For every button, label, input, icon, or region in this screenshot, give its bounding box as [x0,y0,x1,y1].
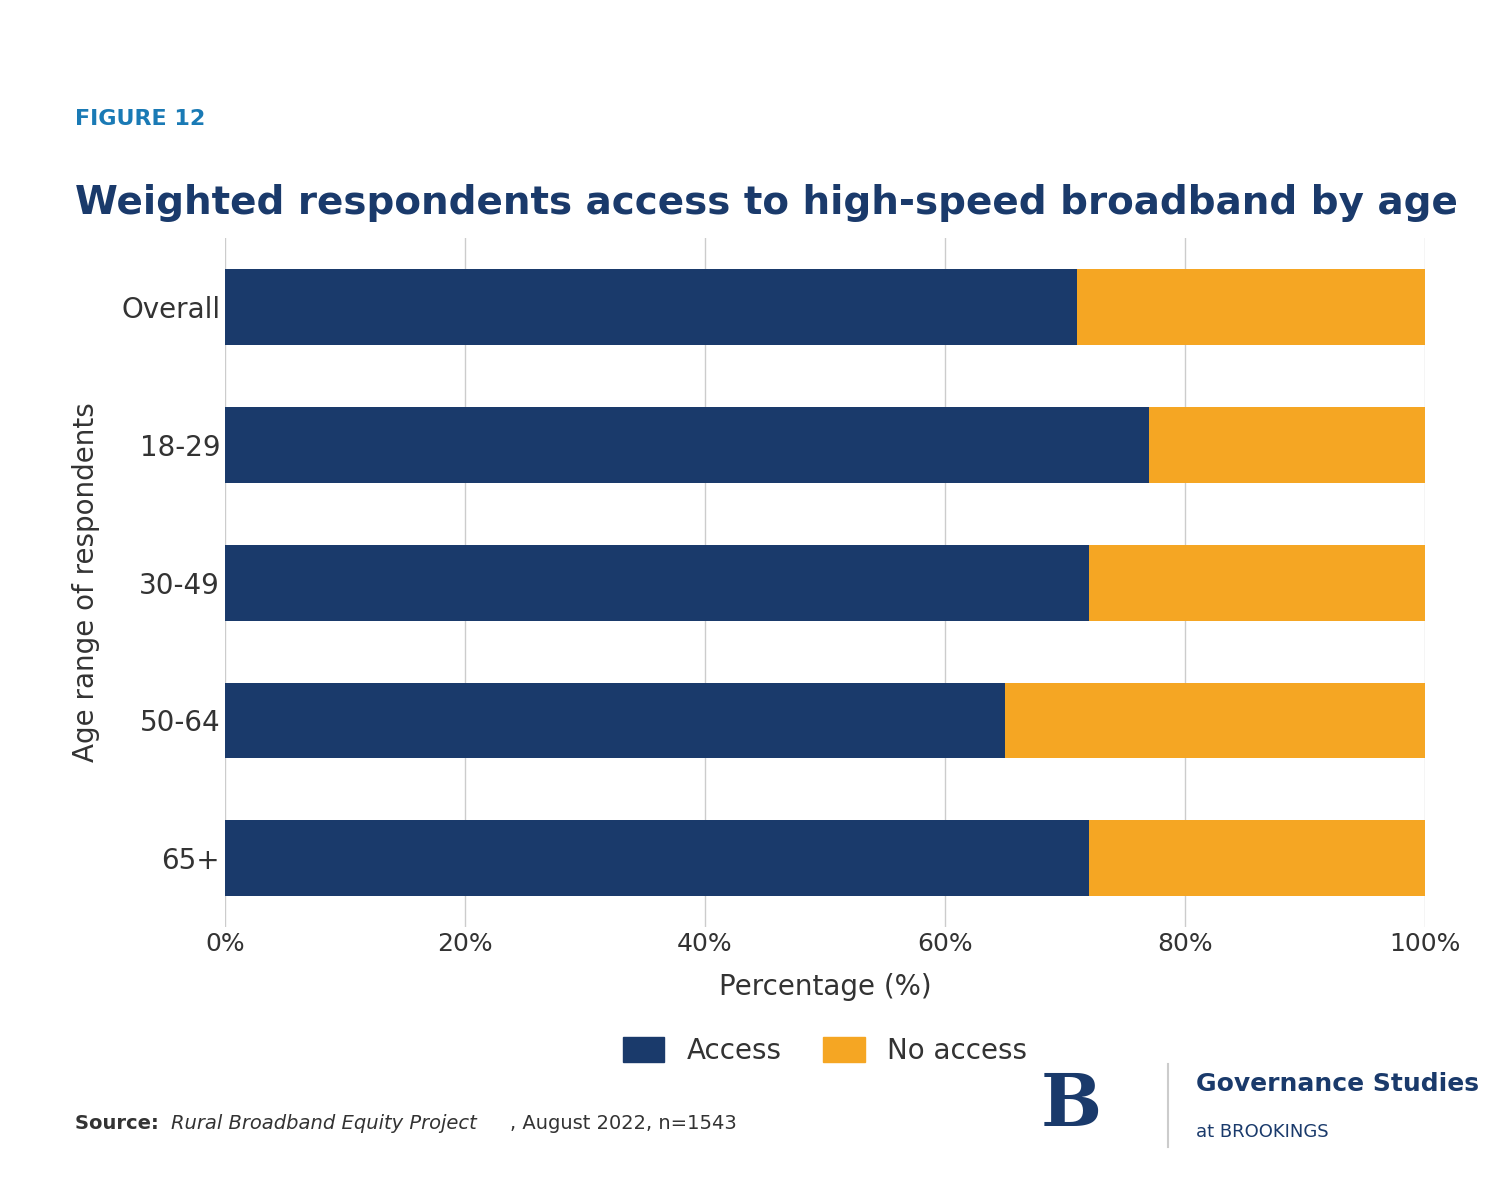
Bar [225,407,1149,483]
Text: FIGURE 12: FIGURE 12 [75,109,206,128]
Text: , August 2022, n=1543: , August 2022, n=1543 [510,1114,736,1133]
Text: Rural Broadband Equity Project: Rural Broadband Equity Project [171,1114,477,1133]
Text: B: B [1041,1070,1101,1141]
Bar [225,682,1005,759]
Bar [1089,545,1425,621]
X-axis label: Percentage (%): Percentage (%) [718,973,932,1001]
Bar [1149,407,1425,483]
Y-axis label: Age range of respondents: Age range of respondents [72,403,100,762]
Bar [1077,269,1425,345]
Text: Weighted respondents access to high-speed broadband by age: Weighted respondents access to high-spee… [75,184,1458,222]
Bar [225,545,1089,621]
Bar [1005,682,1425,759]
Text: at BROOKINGS: at BROOKINGS [1197,1122,1329,1141]
Text: Governance Studies: Governance Studies [1197,1072,1479,1096]
Bar [225,269,1077,345]
Legend: Access, No access: Access, No access [622,1037,1028,1065]
Bar [225,820,1089,897]
Bar [1089,820,1425,897]
Text: Source:: Source: [75,1114,165,1133]
